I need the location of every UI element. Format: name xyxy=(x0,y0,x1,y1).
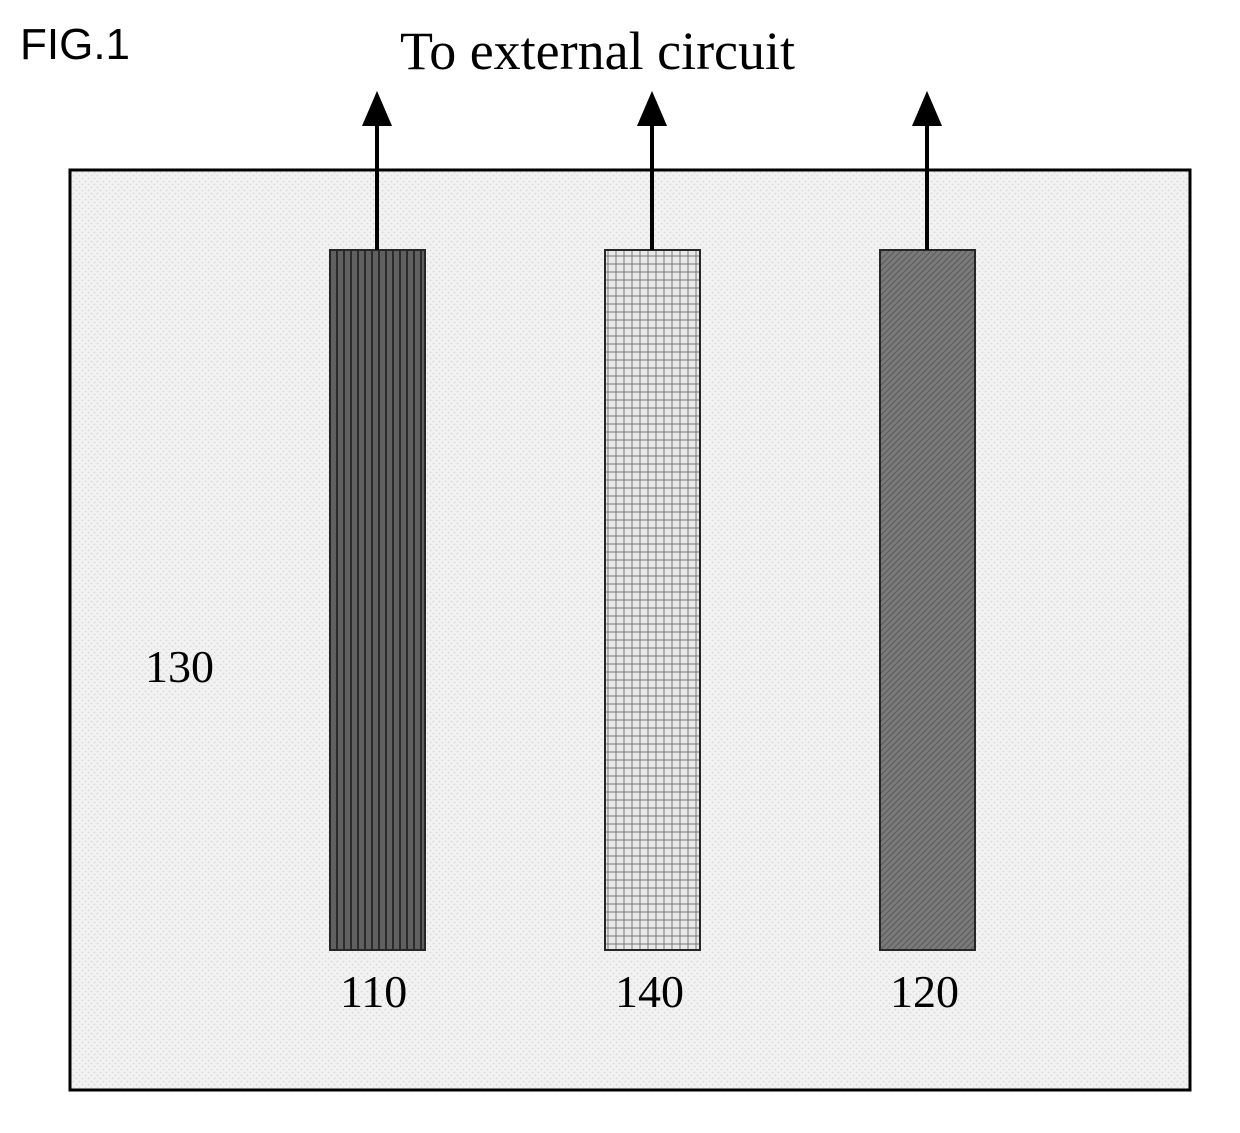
electrode-bar-120 xyxy=(880,250,975,950)
electrode-bar-110 xyxy=(330,250,425,950)
diagram-svg xyxy=(0,0,1240,1133)
arrow-head-120 xyxy=(915,96,939,124)
arrow-head-110 xyxy=(365,96,389,124)
figure-canvas: FIG.1 To external circuit xyxy=(0,0,1240,1133)
electrode-bar-140 xyxy=(605,250,700,950)
bar-label-140: 140 xyxy=(615,965,684,1018)
bar-label-120: 120 xyxy=(890,965,959,1018)
container-label-130: 130 xyxy=(145,640,214,693)
arrow-head-140 xyxy=(640,96,664,124)
bar-label-110: 110 xyxy=(340,965,407,1018)
